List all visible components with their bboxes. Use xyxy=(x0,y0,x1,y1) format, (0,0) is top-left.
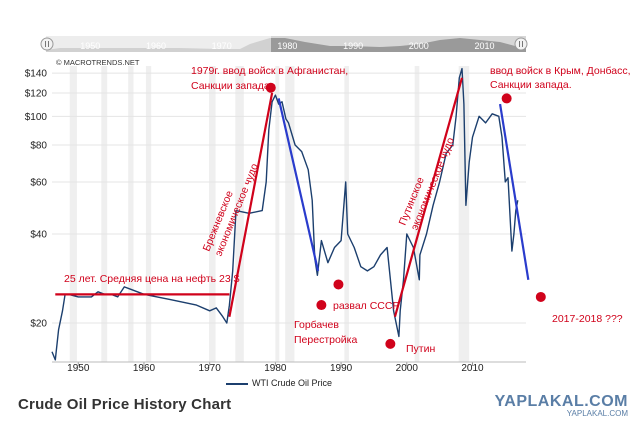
navigator-year-1970: 1970 xyxy=(212,41,232,51)
x-tick-label: 1980 xyxy=(264,363,287,374)
marker-ussr xyxy=(333,279,344,290)
chart-legend: WTI Crude Oil Price xyxy=(226,378,332,388)
annotation-putin-miracle: Путинское экономическое чудо xyxy=(397,136,457,232)
shaded-band xyxy=(69,66,77,362)
annotation-forecast: 2017-2018 ??? xyxy=(552,313,623,325)
y-tick-label: $60 xyxy=(30,177,47,188)
watermark-big: YAPLAKAL.COM xyxy=(494,393,628,410)
shaded-band xyxy=(101,66,108,362)
navigator-left-handle[interactable] xyxy=(40,37,54,51)
navigator-year-1980: 1980 xyxy=(277,41,297,51)
annotation-gorbachev-line2: Перестройка xyxy=(294,334,357,346)
y-axis-ticks: $140 $120 $100 $80 $60 $40 $20 xyxy=(25,69,48,330)
source-label: © MACROTRENDS.NET xyxy=(56,58,140,67)
navigator-year-1950: 1950 xyxy=(80,41,100,51)
navigator-year-labels: 1950 1960 1970 1980 1990 2000 2010 xyxy=(80,41,494,51)
annotation-putin: Путин xyxy=(406,343,435,355)
trend-line-red xyxy=(393,77,464,318)
trend-line-red xyxy=(228,92,274,317)
annotation-avg-price: 25 лет. Средняя цена на нефть 23 $ xyxy=(64,273,240,285)
annotation-afghan-line1: 1979г. ввод войск в Афганистан, xyxy=(191,65,348,77)
gridlines xyxy=(52,72,526,324)
annotation-afghan-line2: Санкции запада. xyxy=(191,80,273,92)
price-series xyxy=(51,67,519,361)
x-tick-label: 1970 xyxy=(199,363,222,374)
y-tick-label: $80 xyxy=(30,141,47,152)
shaded-band xyxy=(414,66,420,362)
shaded-band xyxy=(128,66,134,362)
y-tick-label: $100 xyxy=(25,112,48,123)
annotation-crimea-line1: ввод войск в Крым, Донбасс, xyxy=(490,65,631,77)
shaded-band xyxy=(285,66,295,362)
series-line-wti xyxy=(51,67,519,361)
annotation-gorbachev-line1: Горбачев xyxy=(294,319,339,331)
event-markers xyxy=(265,82,546,349)
marker-forecast xyxy=(535,291,546,302)
chart-title: Crude Oil Price History Chart xyxy=(18,396,232,413)
watermark: YAPLAKAL.COM YAPLAKAL.COM xyxy=(495,393,628,418)
x-tick-label: 1950 xyxy=(67,363,90,374)
x-axis-ticks: 1950 1960 1970 1980 1990 2000 2010 xyxy=(67,362,484,374)
legend-label: WTI Crude Oil Price xyxy=(252,378,333,388)
marker-afghan xyxy=(265,82,276,93)
marker-gorbachev xyxy=(316,300,327,311)
trend-line-blue xyxy=(498,103,530,280)
annotation-ussr: развал СССР xyxy=(333,300,399,312)
navigator-year-2000: 2000 xyxy=(409,41,429,51)
x-tick-label: 2000 xyxy=(396,363,419,374)
x-tick-label: 2010 xyxy=(461,363,484,374)
y-tick-label: $120 xyxy=(25,88,48,99)
navigator-mask xyxy=(46,36,271,52)
range-navigator[interactable]: 1950 1960 1970 1980 1990 2000 2010 xyxy=(40,36,528,52)
marker-crimea xyxy=(501,93,512,104)
shaded-band xyxy=(275,66,280,362)
trend-lines xyxy=(55,77,530,318)
y-tick-label: $140 xyxy=(25,69,48,80)
shaded-band xyxy=(235,66,244,362)
legend-swatch xyxy=(226,382,248,385)
x-tick-label: 1990 xyxy=(330,363,353,374)
navigator-right-handle[interactable] xyxy=(514,37,528,51)
shaded-band xyxy=(458,66,470,362)
watermark-small: YAPLAKAL.COM xyxy=(566,409,628,418)
navigator-year-2010: 2010 xyxy=(474,41,494,51)
y-tick-label: $40 xyxy=(30,230,47,241)
marker-putin xyxy=(385,338,396,349)
shaded-band xyxy=(145,66,152,362)
navigator-year-1990: 1990 xyxy=(343,41,363,51)
x-tick-label: 1960 xyxy=(133,363,156,374)
trend-line-blue xyxy=(277,98,320,272)
handle-circle[interactable] xyxy=(40,37,54,51)
navigator-year-1960: 1960 xyxy=(146,41,166,51)
shaded-band xyxy=(209,66,216,362)
annotation-crimea-line2: Санкции запада. xyxy=(490,79,572,91)
handle-circle[interactable] xyxy=(514,37,528,51)
y-tick-label: $20 xyxy=(30,319,47,330)
